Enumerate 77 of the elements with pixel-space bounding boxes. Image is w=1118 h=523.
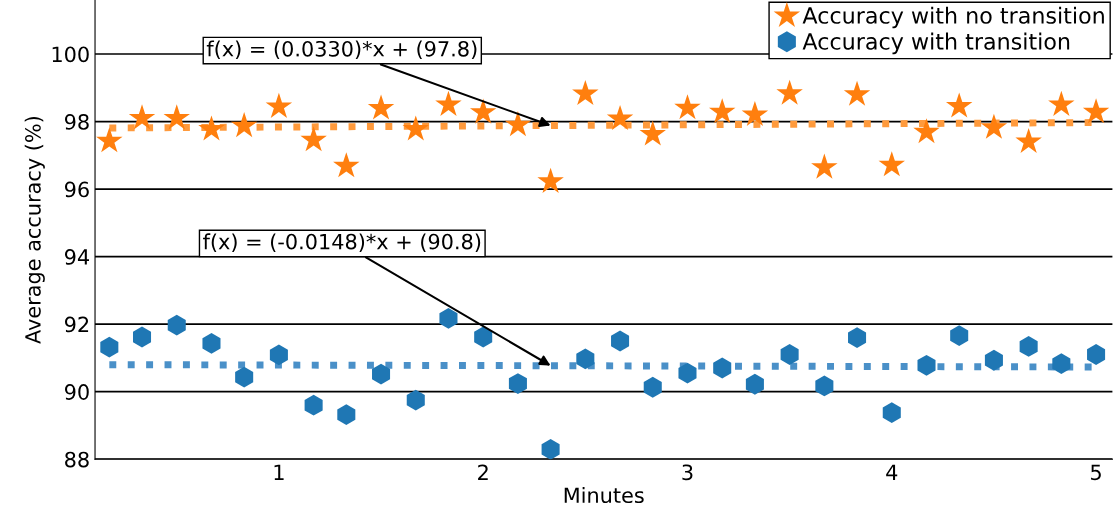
point [678, 362, 697, 384]
annotation: f(x) = (0.0330)*x + (97.8) [206, 40, 477, 60]
point [882, 402, 901, 424]
point [848, 327, 867, 349]
point [741, 100, 769, 127]
point [984, 349, 1003, 371]
point [439, 307, 458, 329]
y-tick-label: 88 [65, 451, 89, 468]
x-tick-label: 5 [1091, 464, 1101, 481]
x-axis-title: Minutes [564, 487, 644, 504]
point [230, 112, 258, 138]
point [163, 104, 190, 130]
point [843, 80, 871, 106]
x-tick-label: 3 [682, 464, 693, 481]
point [304, 394, 323, 416]
point [815, 375, 834, 397]
point [265, 92, 293, 118]
point [1052, 353, 1071, 375]
annotation: f(x) = (-0.0148)*x + (90.8) [203, 233, 481, 252]
y-tick-label: 90 [64, 384, 89, 400]
point [980, 113, 1008, 139]
point [337, 404, 356, 426]
point [333, 152, 360, 178]
point [572, 79, 599, 106]
point [167, 314, 186, 336]
point [639, 120, 666, 146]
point [713, 357, 732, 379]
point [406, 389, 425, 411]
point [96, 127, 123, 153]
x-tick-label: 1 [274, 464, 284, 480]
point [1082, 98, 1110, 124]
point [435, 90, 462, 116]
point [1019, 336, 1038, 357]
point [474, 326, 493, 348]
point [643, 376, 662, 398]
point [235, 366, 254, 388]
x-tick-label: 4 [886, 464, 898, 480]
point [945, 92, 973, 118]
point [776, 79, 803, 105]
point [402, 115, 429, 141]
point [745, 373, 764, 395]
point [1015, 127, 1042, 154]
y-tick-label: 92 [64, 316, 89, 333]
point [674, 94, 701, 120]
y-tick-label: 96 [64, 181, 89, 198]
point [1087, 344, 1106, 365]
point [537, 167, 564, 193]
point [198, 115, 225, 141]
point [811, 153, 838, 179]
point [1048, 90, 1075, 116]
y-axis-title: Average accuracy (%) [24, 116, 45, 344]
point [504, 111, 532, 137]
point [300, 126, 327, 152]
legend-label: Accuracy with no transition [802, 6, 1104, 29]
point [100, 336, 119, 358]
point [202, 332, 221, 354]
point [950, 325, 969, 347]
point [128, 104, 156, 130]
point [917, 354, 936, 376]
y-tick-label: 98 [64, 114, 89, 130]
point [780, 344, 799, 365]
point [878, 151, 905, 177]
y-tick-label: 100 [52, 46, 89, 63]
point [611, 330, 630, 352]
point [541, 438, 560, 460]
point [709, 98, 736, 124]
y-tick-label: 94 [64, 249, 89, 265]
point [606, 104, 634, 131]
point [269, 344, 288, 366]
point [372, 363, 391, 385]
point [367, 94, 395, 120]
x-tick-label: 2 [478, 464, 488, 480]
point [133, 326, 152, 348]
legend-label: Accuracy with transition [802, 32, 1070, 55]
point [508, 373, 527, 394]
point [576, 348, 595, 370]
point [913, 118, 940, 144]
